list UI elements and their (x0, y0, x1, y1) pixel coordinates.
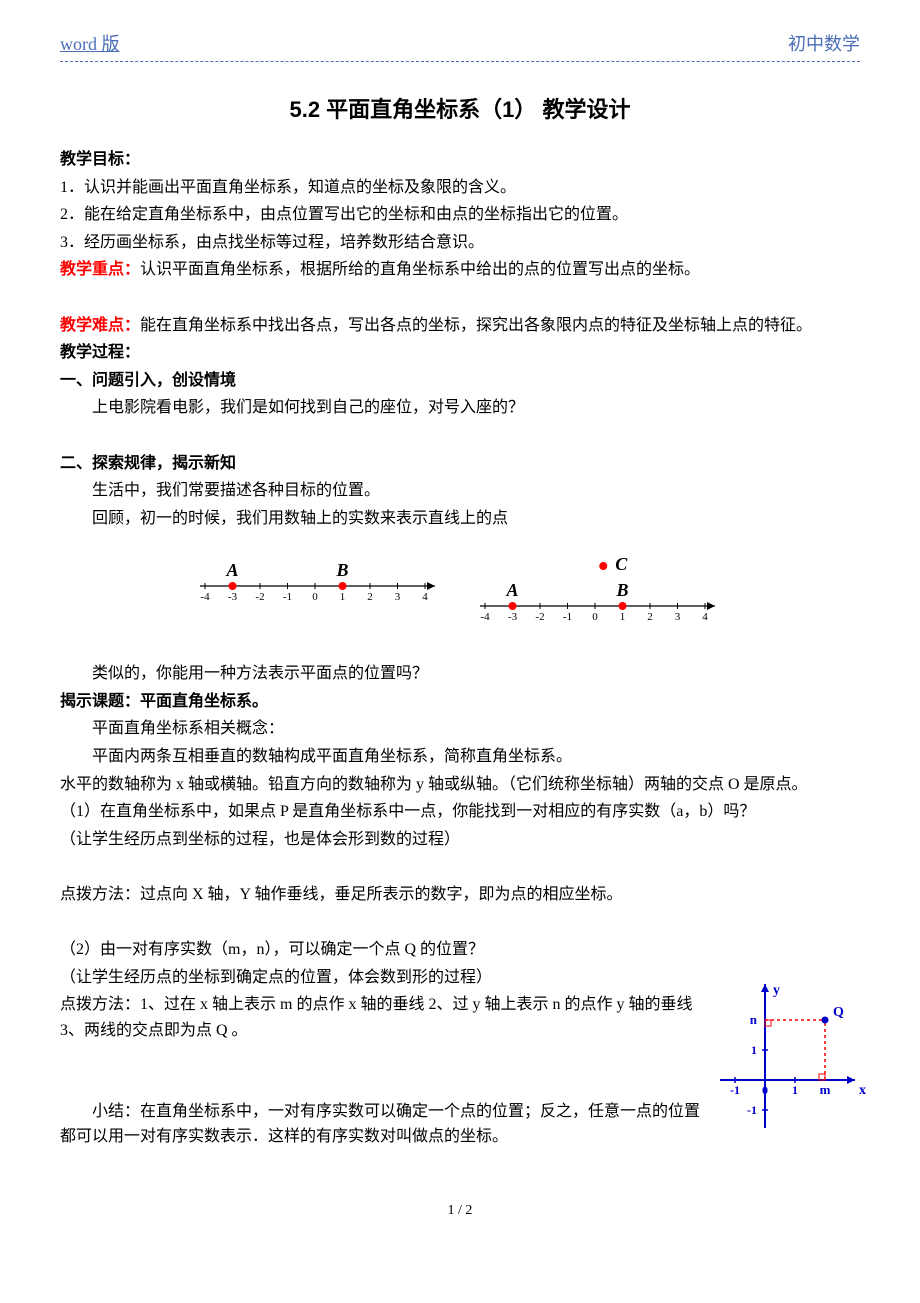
numberline-diagrams: -4-3-2-101234AB -4-3-2-101234ABC (60, 546, 860, 636)
svg-text:-3: -3 (228, 591, 238, 603)
svg-text:x: x (859, 1083, 866, 1098)
concepts-intro: 平面直角坐标系相关概念： (60, 716, 860, 742)
svg-text:0: 0 (592, 611, 598, 623)
goal-item-1: 1．认识并能画出平面直角坐标系，知道点的坐标及象限的含义。 (60, 175, 860, 201)
svg-text:-3: -3 (508, 611, 518, 623)
reveal-text: 平面直角坐标系。 (140, 693, 268, 710)
svg-text:-2: -2 (255, 591, 264, 603)
numberline-left: -4 -3 -2 -1 0 1 2 3 4 A B (190, 546, 450, 616)
header-left-link[interactable]: word 版 (60, 30, 120, 59)
svg-text:0: 0 (312, 591, 318, 603)
svg-text:2: 2 (647, 611, 653, 623)
svg-text:A: A (225, 560, 238, 580)
svg-text:4: 4 (422, 591, 428, 603)
goals-heading: 教学目标： (60, 151, 140, 168)
sec2-line2: 回顾，初一的时候，我们用数轴上的实数来表示直线上的点 (60, 506, 860, 532)
svg-text:B: B (335, 560, 348, 580)
key-point-label: 教学重点： (60, 261, 140, 278)
svg-text:-2: -2 (535, 611, 544, 623)
q1-line2: （让学生经历点到坐标的过程，也是体会形到数的过程） (60, 827, 860, 853)
svg-text:-1: -1 (283, 591, 292, 603)
svg-text:1: 1 (751, 1043, 757, 1057)
svg-text:Q: Q (833, 1005, 844, 1020)
svg-text:m: m (820, 1082, 831, 1097)
document-title: 5.2 平面直角坐标系（1） 教学设计 (60, 92, 860, 127)
q1-tip: 点拨方法：过点向 X 轴，Y 轴作垂线，垂足所表示的数字，即为点的相应坐标。 (60, 882, 860, 908)
after-diagram-q: 类似的，你能用一种方法表示平面点的位置吗？ (60, 661, 860, 687)
page-header: word 版 初中数学 (60, 30, 860, 62)
page-footer: 1 / 2 (60, 1200, 860, 1222)
svg-text:0: 0 (762, 1083, 768, 1097)
svg-text:-4: -4 (480, 611, 490, 623)
svg-text:4: 4 (702, 611, 708, 623)
coordinate-figure: -1 0 1 -1 1 x y Qm n (710, 940, 870, 1140)
numberline-right: -4 -3 -2 -1 0 1 2 3 4 A BC (470, 546, 730, 636)
concepts-line: 平面内两条互相垂直的数轴构成平面直角坐标系，简称直角坐标系。 (60, 744, 860, 770)
svg-text:y: y (773, 983, 780, 998)
sec1-heading: 一、问题引入，创设情境 (60, 372, 236, 389)
q2-block: （2）由一对有序实数（m，n），可以确定一个点 Q 的位置？ （让学生经历点的坐… (60, 937, 860, 1150)
svg-text:1: 1 (792, 1083, 798, 1097)
svg-text:-1: -1 (747, 1103, 757, 1117)
svg-text:B: B (615, 580, 628, 600)
goal-item-2: 2．能在给定直角坐标系中，由点位置写出它的坐标和由点的坐标指出它的位置。 (60, 202, 860, 228)
svg-text:-1: -1 (730, 1083, 740, 1097)
reveal-label: 揭示课题： (60, 693, 140, 710)
svg-text:3: 3 (675, 611, 681, 623)
header-right-text[interactable]: 初中数学 (788, 30, 860, 59)
sec2-line1: 生活中，我们常要描述各种目标的位置。 (60, 478, 860, 504)
sec2-heading: 二、探索规律，揭示新知 (60, 455, 236, 472)
svg-text:n: n (750, 1012, 758, 1027)
svg-text:2: 2 (367, 591, 373, 603)
q1-line1: （1）在直角坐标系中，如果点 P 是直角坐标系中一点，你能找到一对相应的有序实数… (60, 799, 860, 825)
difficult-point-text: 能在直角坐标系中找出各点，写出各点的坐标，探究出各象限内点的特征及坐标轴上点的特… (140, 317, 812, 334)
goal-item-3: 3．经历画坐标系，由点找坐标等过程，培养数形结合意识。 (60, 230, 860, 256)
svg-text:C: C (615, 554, 628, 574)
svg-text:1: 1 (340, 591, 346, 603)
key-point-text: 认识平面直角坐标系，根据所给的直角坐标系中给出的点的位置写出点的坐标。 (140, 261, 700, 278)
difficult-point-label: 教学难点： (60, 317, 140, 334)
svg-text:1: 1 (620, 611, 626, 623)
process-heading: 教学过程： (60, 344, 140, 361)
svg-text:A: A (505, 580, 518, 600)
sec1-text: 上电影院看电影，我们是如何找到自己的座位，对号入座的？ (60, 395, 860, 421)
svg-text:3: 3 (395, 591, 401, 603)
axes-line: 水平的数轴称为 x 轴或横轴。铅直方向的数轴称为 y 轴或纵轴。（它们统称坐标轴… (60, 772, 860, 798)
svg-text:-4: -4 (200, 591, 210, 603)
svg-text:-1: -1 (563, 611, 572, 623)
